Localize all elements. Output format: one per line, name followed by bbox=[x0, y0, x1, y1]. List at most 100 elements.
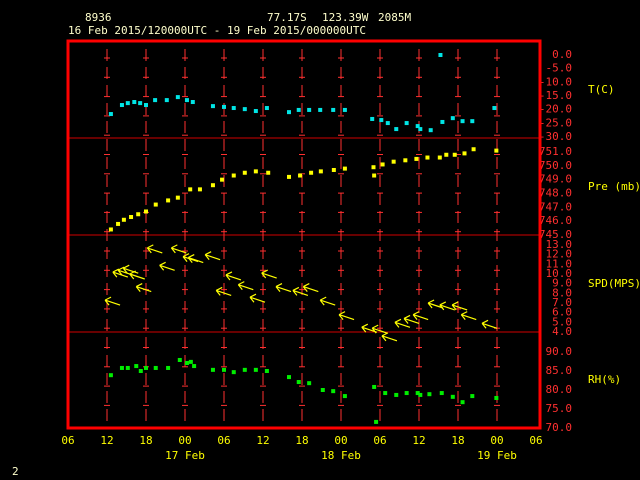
date-label: 17 Feb bbox=[165, 449, 205, 462]
y-tick-label: 4.0 bbox=[552, 325, 572, 338]
wind-arrow-shape bbox=[249, 293, 266, 303]
data-point bbox=[471, 147, 476, 152]
panel-label: T(C) bbox=[588, 83, 615, 96]
wind-arrow bbox=[427, 299, 444, 309]
wind-arrow-shape bbox=[122, 264, 139, 274]
data-point bbox=[175, 195, 180, 200]
data-point bbox=[470, 394, 475, 399]
data-point bbox=[153, 98, 158, 103]
x-tick-label: 18 bbox=[139, 434, 152, 447]
data-point bbox=[415, 124, 420, 129]
y-tick-label: 10.0 bbox=[546, 267, 573, 280]
data-point bbox=[132, 100, 137, 105]
wind-arrow bbox=[403, 314, 420, 325]
wind-arrow bbox=[451, 301, 468, 311]
data-point bbox=[318, 169, 323, 174]
wind-arrow bbox=[249, 293, 266, 303]
data-point bbox=[210, 104, 215, 109]
y-tick-label: 90.0 bbox=[546, 345, 573, 358]
data-point bbox=[177, 357, 182, 362]
y-tick-label: 85.0 bbox=[546, 364, 573, 377]
data-point bbox=[439, 391, 444, 396]
data-point bbox=[231, 370, 236, 375]
wind-arrow bbox=[187, 254, 204, 264]
date-label: 19 Feb bbox=[477, 449, 517, 462]
data-point bbox=[166, 198, 171, 203]
data-point bbox=[307, 381, 312, 386]
data-point bbox=[197, 187, 202, 192]
data-point bbox=[418, 392, 423, 397]
wind-arrow bbox=[338, 311, 355, 321]
data-point bbox=[190, 100, 195, 105]
wind-arrow-shape bbox=[146, 244, 163, 254]
wind-arrow-shape bbox=[170, 244, 187, 254]
wind-arrow bbox=[439, 301, 455, 311]
x-tick-label: 18 bbox=[451, 434, 464, 447]
data-point bbox=[438, 53, 443, 57]
wind-arrow-shape bbox=[159, 261, 175, 271]
y-tick-label: 9.0 bbox=[552, 277, 572, 290]
data-point bbox=[298, 173, 303, 178]
data-point bbox=[222, 367, 226, 372]
data-point bbox=[492, 106, 497, 111]
x-tick-label: 00 bbox=[490, 434, 503, 447]
data-point bbox=[184, 98, 189, 103]
y-tick-label: -20.0 bbox=[539, 103, 572, 116]
station-id: 8936 bbox=[85, 11, 112, 24]
wind-arrow-shape bbox=[451, 301, 468, 311]
data-point bbox=[125, 365, 130, 370]
y-tick-label: 748.0 bbox=[539, 187, 572, 200]
data-point bbox=[210, 183, 215, 188]
y-tick-label: 750.0 bbox=[539, 159, 572, 172]
y-tick-label: 749.0 bbox=[539, 173, 572, 186]
date-label: 18 Feb bbox=[321, 449, 361, 462]
wind-arrow bbox=[104, 296, 121, 306]
data-point bbox=[437, 155, 442, 160]
data-point bbox=[136, 212, 141, 217]
data-point bbox=[296, 107, 301, 112]
data-point bbox=[210, 367, 215, 372]
data-point bbox=[425, 155, 430, 160]
data-point bbox=[108, 227, 113, 232]
data-point bbox=[342, 166, 347, 171]
data-point bbox=[184, 361, 189, 366]
data-point bbox=[242, 367, 247, 372]
data-point bbox=[379, 118, 384, 123]
page-number: 2 bbox=[12, 465, 19, 478]
x-tick-label: 00 bbox=[334, 434, 347, 447]
data-point bbox=[144, 365, 148, 370]
y-tick-label: 747.0 bbox=[539, 200, 572, 213]
x-tick-label: 12 bbox=[256, 434, 269, 447]
wind-arrow-shape bbox=[204, 251, 221, 261]
data-point bbox=[370, 116, 375, 121]
y-tick-label: 745.0 bbox=[539, 228, 572, 241]
wind-arrow-shape bbox=[215, 286, 232, 297]
x-tick-label: 06 bbox=[61, 434, 74, 447]
plot-frame bbox=[66, 39, 542, 430]
wind-arrow bbox=[225, 271, 242, 281]
wind-arrow-shape bbox=[403, 314, 420, 325]
data-point bbox=[166, 365, 171, 370]
wind-arrow bbox=[481, 319, 498, 329]
wind-arrow-shape bbox=[319, 296, 336, 306]
data-point bbox=[404, 121, 409, 126]
wind-arrow bbox=[381, 332, 398, 342]
wind-arrow-shape bbox=[275, 283, 292, 293]
wind-arrow-shape bbox=[481, 319, 498, 329]
y-tick-label: -10.0 bbox=[539, 75, 572, 88]
data-point bbox=[188, 359, 193, 364]
data-point bbox=[309, 170, 314, 175]
wind-arrow-shape bbox=[427, 299, 444, 309]
wind-arrow-shape bbox=[104, 296, 121, 306]
data-point bbox=[125, 101, 130, 106]
wind-arrow bbox=[135, 283, 152, 293]
data-point bbox=[231, 106, 236, 111]
y-tick-label: 7.0 bbox=[552, 296, 572, 309]
data-point bbox=[129, 215, 134, 220]
data-point bbox=[318, 107, 323, 112]
data-point bbox=[253, 109, 258, 114]
data-point bbox=[440, 119, 445, 124]
wind-arrow bbox=[261, 269, 277, 279]
data-point bbox=[452, 152, 457, 157]
